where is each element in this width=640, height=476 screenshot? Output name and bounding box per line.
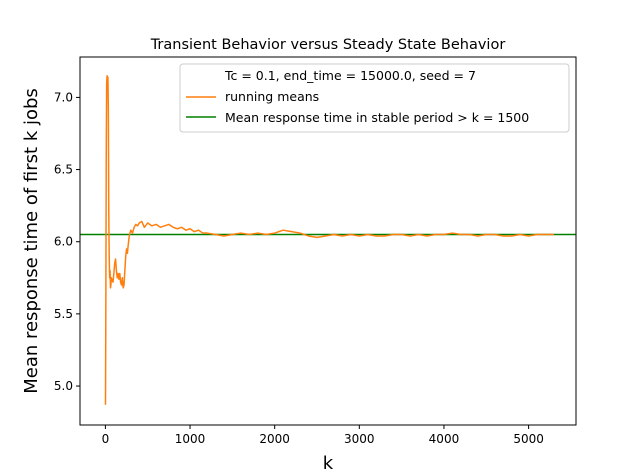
legend-parameters-label: Tc = 0.1, end_time = 15000.0, seed = 7 — [224, 68, 476, 83]
legend-entry-parameters: Tc = 0.1, end_time = 15000.0, seed = 7 — [224, 68, 476, 83]
y-tick-label: 5.0 — [54, 379, 73, 393]
y-tick-label: 6.0 — [54, 235, 73, 249]
legend-steady-state-label: Mean response time in stable period > k … — [225, 110, 529, 125]
x-tick-label: 1000 — [175, 432, 206, 446]
legend-box — [179, 63, 570, 133]
x-tick-label: 3000 — [344, 432, 375, 446]
y-axis-label: Mean response time of first k jobs — [21, 88, 42, 394]
y-tick-label: 6.5 — [54, 163, 73, 177]
legend: Tc = 0.1, end_time = 15000.0, seed = 7 r… — [179, 63, 570, 133]
y-axis: 5.0 5.5 6.0 6.5 7.0 — [54, 90, 80, 393]
running-means-layer — [104, 75, 554, 405]
running-means-line — [104, 75, 554, 405]
chart-title: Transient Behavior versus Steady State B… — [150, 37, 506, 53]
axes-frame — [79, 56, 577, 426]
legend-entry-running-means: running means — [186, 89, 319, 104]
legend-entry-steady-state: Mean response time in stable period > k … — [186, 110, 529, 125]
x-tick-label: 2000 — [259, 432, 290, 446]
x-axis: 0 1000 2000 3000 4000 5000 — [102, 425, 544, 446]
y-tick-label: 5.5 — [54, 307, 73, 321]
x-tick-label: 5000 — [513, 432, 544, 446]
x-axis-label: k — [323, 453, 334, 474]
x-tick-label: 0 — [102, 432, 110, 446]
x-tick-label: 4000 — [429, 432, 460, 446]
y-tick-label: 7.0 — [54, 90, 73, 104]
plot-area — [79, 56, 577, 426]
legend-running-means-label: running means — [225, 89, 319, 104]
